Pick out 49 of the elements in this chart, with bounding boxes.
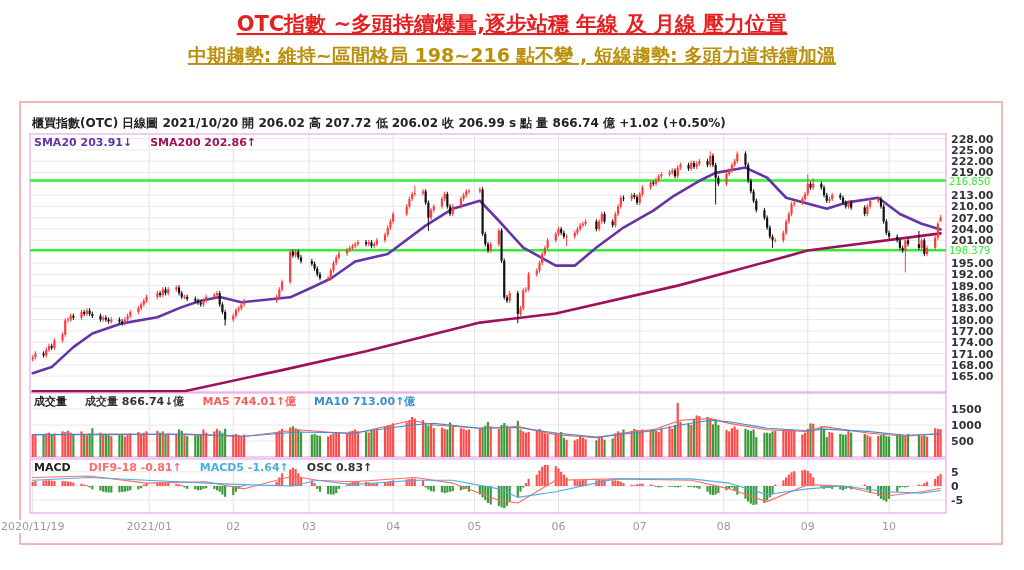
y-tick-label: 213.00 bbox=[951, 189, 994, 203]
y-tick-label: 225.00 bbox=[951, 143, 994, 157]
y-tick-label: 228.00 bbox=[951, 132, 994, 146]
y-tick-label: 168.00 bbox=[951, 358, 994, 372]
text: SMA20 203.91↓ bbox=[34, 136, 133, 149]
chart-title: OTC指數 ~多頭持續爆量,逐步站穩 年線 及 月線 壓力位置 bbox=[236, 12, 788, 36]
x-tick-label: 08 bbox=[716, 520, 731, 533]
y-tick-label: 1000 bbox=[951, 419, 982, 432]
y-tick-label: 165.00 bbox=[951, 370, 994, 384]
series-label: MACD5 -1.64↑ bbox=[199, 461, 289, 474]
x-tick-label: 07 bbox=[632, 520, 647, 533]
chart-title: 成交量 bbox=[33, 395, 67, 408]
series-label: DIF9-18 -0.81↑ bbox=[88, 461, 182, 474]
y-tick-label: 207.00 bbox=[951, 211, 994, 225]
x-tick-label: 02 bbox=[226, 520, 241, 533]
series-label: MA10 713.00↑億 bbox=[314, 395, 417, 408]
chart-subtitle: 中期趨勢: 維持~區間格局 198~216 點不變 , 短線趨勢: 多頭力道持續加溫 bbox=[187, 44, 837, 66]
text: SMA200 202.86↑ bbox=[150, 136, 257, 149]
y-tick-label: 189.00 bbox=[951, 279, 994, 293]
y-tick-label: 195.00 bbox=[951, 257, 994, 270]
y-tick-label: 171.00 bbox=[951, 347, 994, 361]
x-tick-label: 2020/11/19 bbox=[1, 520, 65, 533]
y-tick-label: 0 bbox=[951, 480, 959, 493]
y-tick-label: 1500 bbox=[951, 403, 982, 416]
text: 櫃買指數(OTC) 日線圖 2021/10/20 開 206.02 高 207.72 低 206.02 收 206.99 s 點 量 866.74 億 +1.02 (+0.50%) bbox=[31, 116, 726, 130]
y-tick-label: 174.00 bbox=[951, 336, 994, 350]
y-tick-label: 210.00 bbox=[951, 200, 994, 214]
y-tick-label: -5 bbox=[951, 494, 964, 508]
x-tick-label: 05 bbox=[467, 520, 482, 533]
y-tick-label: 186.00 bbox=[951, 290, 994, 304]
x-tick-label: 06 bbox=[551, 520, 566, 533]
chart-title: MACD bbox=[34, 461, 71, 474]
y-tick-label: 192.00 bbox=[951, 268, 994, 282]
y-tick-label: 183.00 bbox=[951, 302, 994, 316]
x-tick-label: 03 bbox=[302, 520, 317, 533]
x-tick-label: 2021/01 bbox=[126, 520, 173, 533]
x-tick-label: 04 bbox=[386, 520, 401, 533]
y-tick-label: 5 bbox=[951, 465, 959, 479]
ref-line-label: 198.379 bbox=[949, 245, 991, 257]
y-tick-label: 177.00 bbox=[951, 324, 994, 338]
series-label: OSC 0.83↑ bbox=[306, 461, 373, 474]
series-label: MA5 744.01↑億 bbox=[202, 395, 298, 408]
y-tick-label: 180.00 bbox=[951, 313, 994, 327]
y-tick-label: 204.00 bbox=[951, 223, 994, 237]
y-tick-label: 222.00 bbox=[951, 155, 994, 169]
y-tick-label: 500 bbox=[951, 435, 975, 448]
x-tick-label: 09 bbox=[800, 520, 815, 533]
series-label: 成交量 866.74↓億 bbox=[84, 395, 186, 408]
x-tick-label: 10 bbox=[882, 520, 897, 533]
